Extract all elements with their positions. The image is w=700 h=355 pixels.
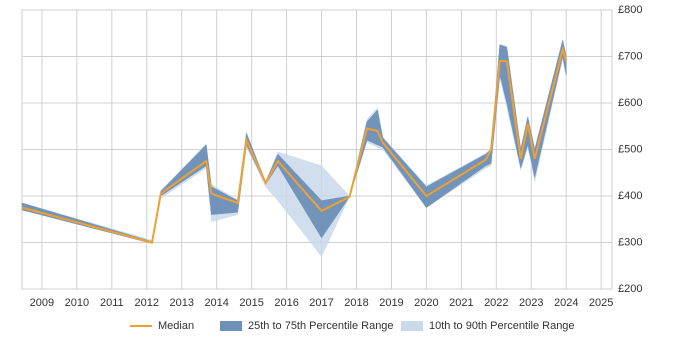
x-tick-label: 2009: [30, 297, 54, 309]
x-tick-label: 2012: [135, 297, 159, 309]
x-tick-label: 2020: [414, 297, 438, 309]
x-tick-label: 2017: [309, 297, 333, 309]
y-tick-label: £500: [618, 143, 642, 155]
x-tick-label: 2018: [344, 297, 368, 309]
x-tick-label: 2023: [519, 297, 543, 309]
legend-label: 25th to 75th Percentile Range: [248, 320, 394, 332]
y-tick-label: £200: [618, 283, 642, 295]
x-tick-label: 2022: [484, 297, 508, 309]
x-tick-label: 2025: [589, 297, 613, 309]
legend-label: 10th to 90th Percentile Range: [429, 320, 575, 332]
x-tick-label: 2016: [274, 297, 298, 309]
x-tick-label: 2011: [100, 297, 124, 309]
x-tick-label: 2014: [204, 297, 228, 309]
x-tick-label: 2019: [379, 297, 403, 309]
y-tick-label: £800: [618, 4, 642, 16]
y-tick-label: £600: [618, 97, 642, 109]
x-tick-label: 2010: [65, 297, 89, 309]
x-tick-label: 2013: [169, 297, 193, 309]
y-tick-label: £300: [618, 236, 642, 248]
y-tick-label: £700: [618, 50, 642, 62]
legend-swatch: [220, 321, 242, 331]
x-tick-label: 2024: [554, 297, 578, 309]
legend-label: Median: [158, 320, 194, 332]
x-tick-label: 2021: [449, 297, 473, 309]
y-tick-label: £400: [618, 190, 642, 202]
median-line: [21, 45, 568, 244]
x-tick-label: 2015: [239, 297, 263, 309]
legend-swatch: [401, 321, 423, 331]
